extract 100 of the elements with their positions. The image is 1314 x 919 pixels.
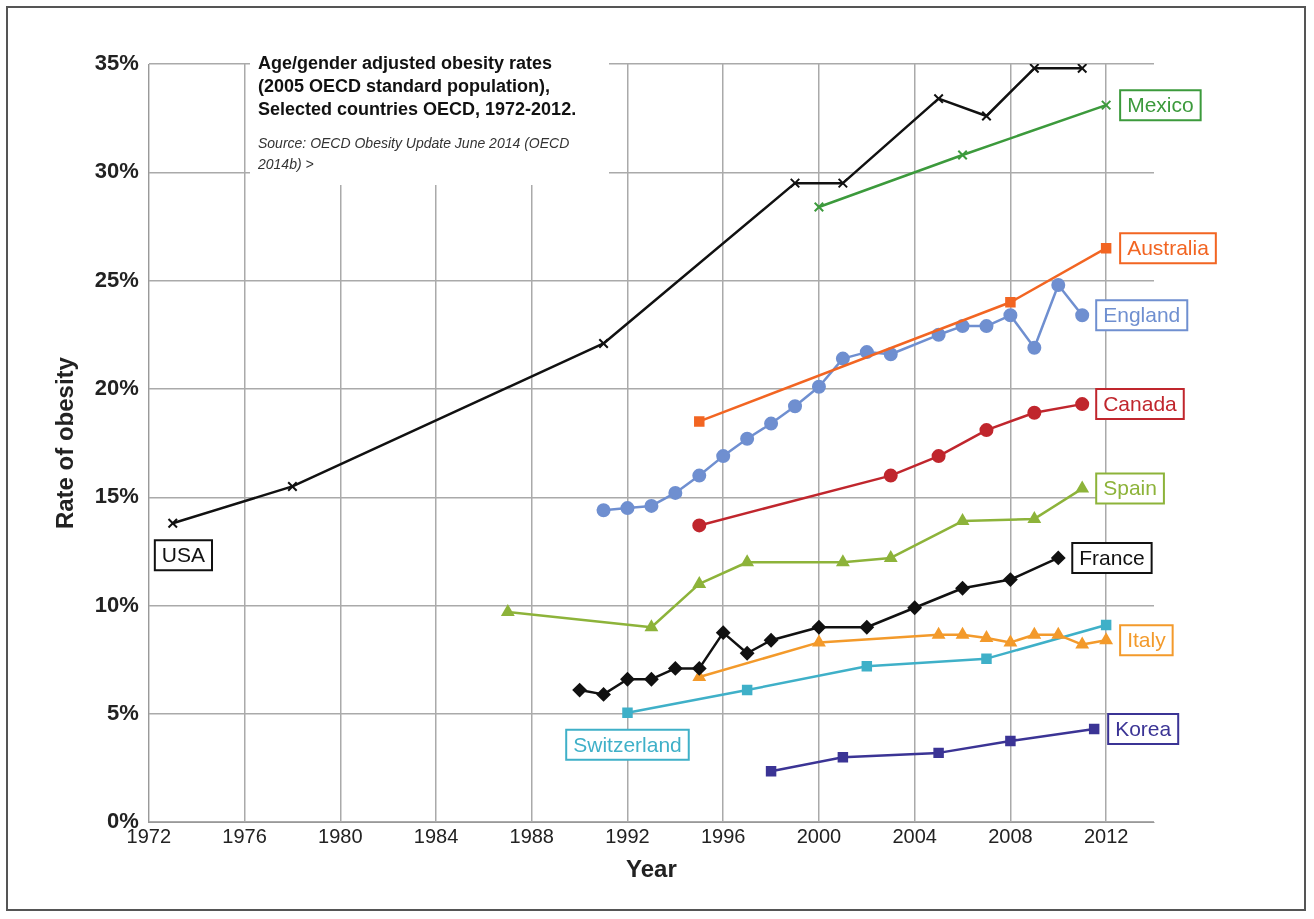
point <box>1100 99 1112 111</box>
series-label: Italy <box>1127 628 1167 652</box>
point <box>1051 550 1066 565</box>
series-label: Korea <box>1115 716 1172 740</box>
series-label: Canada <box>1103 391 1178 415</box>
point <box>956 627 969 639</box>
series-label: Australia <box>1127 235 1210 259</box>
point <box>788 399 803 414</box>
point <box>501 605 515 617</box>
point <box>645 620 658 632</box>
point <box>692 661 707 676</box>
point <box>811 620 826 635</box>
point <box>956 514 969 526</box>
point <box>644 498 659 513</box>
point <box>693 576 706 588</box>
point <box>765 766 777 777</box>
y-tick-label: 20% <box>94 375 139 401</box>
point <box>933 93 944 104</box>
point <box>692 518 707 533</box>
point <box>931 449 946 464</box>
point <box>883 468 898 483</box>
series-label: USA <box>161 543 206 567</box>
point <box>1100 619 1112 631</box>
point <box>740 431 755 446</box>
point <box>861 660 873 672</box>
point <box>1075 308 1090 323</box>
text: Age/gender adjusted obesity rates (2005 OECD standard population), Selected countries OECD, 1972-2012. <box>258 52 578 121</box>
series-label: England <box>1103 303 1181 327</box>
x-tick-label: 1980 <box>318 824 363 847</box>
point <box>596 503 611 518</box>
point <box>1076 637 1089 649</box>
y-tick-label: 35% <box>94 50 139 76</box>
x-tick-label: 2008 <box>988 824 1033 847</box>
point <box>979 423 994 438</box>
series-label: Mexico <box>1127 92 1194 116</box>
x-axis-title: Year <box>626 855 677 883</box>
series-label: Spain <box>1103 476 1157 500</box>
point <box>837 177 849 189</box>
point <box>598 338 609 349</box>
point <box>980 631 993 643</box>
point <box>837 751 849 763</box>
point <box>907 600 922 615</box>
point <box>979 319 994 334</box>
point <box>622 707 633 719</box>
point <box>1005 297 1016 308</box>
point <box>668 661 683 676</box>
point <box>668 485 683 500</box>
y-tick-label: 5% <box>107 699 139 725</box>
point <box>884 550 897 562</box>
point <box>1100 242 1112 254</box>
point <box>716 449 731 464</box>
point <box>764 633 779 648</box>
x-tick-label: 2004 <box>892 824 937 847</box>
point <box>1075 397 1090 412</box>
point <box>1051 277 1066 292</box>
y-tick-label: 10% <box>94 591 139 617</box>
x-tick-label: 2000 <box>796 824 842 847</box>
x-tick-label: 1988 <box>509 824 554 847</box>
point <box>1005 735 1016 747</box>
point <box>692 468 707 483</box>
y-tick-label: 25% <box>94 266 139 292</box>
point <box>716 625 731 640</box>
point <box>596 687 611 702</box>
point <box>1004 635 1017 647</box>
point <box>741 684 753 696</box>
point <box>644 672 659 687</box>
point <box>764 416 779 431</box>
point <box>740 646 755 661</box>
point <box>1052 627 1065 639</box>
point <box>835 351 850 366</box>
x-tick-label: 1976 <box>222 824 267 847</box>
point <box>789 177 801 189</box>
point <box>981 110 992 122</box>
point <box>1003 308 1018 323</box>
x-tick-label: 2012 <box>1083 824 1129 847</box>
series-label: France <box>1079 545 1145 569</box>
point <box>287 481 298 492</box>
series-label: Switzerland <box>573 732 682 756</box>
x-tick-label: 1984 <box>413 824 459 847</box>
point <box>955 581 970 596</box>
point <box>1027 340 1042 355</box>
point <box>812 635 826 647</box>
point <box>1028 511 1041 523</box>
point <box>1076 481 1089 493</box>
point <box>620 672 635 687</box>
y-tick-label: 30% <box>94 158 139 184</box>
point <box>836 555 850 567</box>
y-tick-label: 15% <box>94 483 139 509</box>
x-tick-label: 1996 <box>700 824 746 847</box>
point <box>932 627 945 639</box>
point <box>933 747 944 759</box>
annotation: Source: OECD Obesity Update June 2014 (OECD 2014b) > <box>258 134 571 174</box>
point <box>811 379 826 394</box>
point <box>1099 633 1113 645</box>
point <box>572 683 587 698</box>
point <box>1029 64 1040 74</box>
point <box>1027 405 1042 420</box>
point <box>1028 627 1041 639</box>
point <box>859 620 874 635</box>
point <box>813 201 825 213</box>
